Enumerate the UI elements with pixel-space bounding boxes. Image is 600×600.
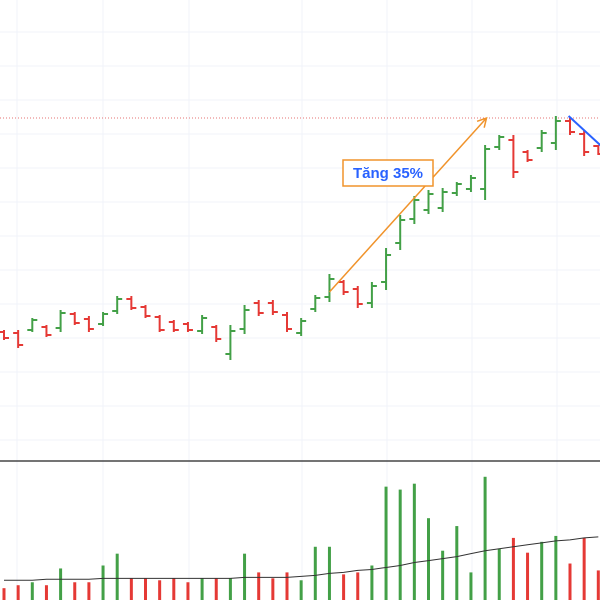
ohlc-bar: [451, 182, 462, 196]
volume-bar: [129, 578, 133, 600]
ohlc-bar: [409, 196, 420, 224]
ohlc-bar: [395, 215, 406, 250]
volume-bar: [455, 526, 459, 600]
ohlc-bar: [126, 296, 137, 310]
volume-bar: [469, 572, 473, 600]
volume-bar: [441, 550, 445, 600]
volume-bar: [228, 578, 232, 600]
volume-bar: [384, 486, 388, 600]
volume-bar: [73, 582, 77, 600]
ohlc-bar: [593, 145, 600, 155]
volume-bar: [299, 580, 303, 600]
ohlc-bar: [253, 300, 264, 316]
ohlc-bar: [565, 118, 575, 135]
annotation-box: [342, 159, 434, 187]
volume-bar: [285, 572, 289, 600]
ohlc-bar: [310, 295, 321, 312]
ohlc-bar: [423, 190, 434, 214]
volume-bar: [511, 537, 515, 600]
volume-bar: [526, 552, 530, 600]
ohlc-bar: [98, 312, 109, 326]
volume-bar: [313, 546, 317, 600]
ohlc-bar: [550, 116, 561, 150]
ohlc-bar: [112, 296, 123, 314]
volume-bar: [30, 582, 34, 600]
ohlc-bar: [55, 310, 66, 332]
volume-bar: [412, 483, 416, 600]
volume-bar: [158, 580, 162, 600]
trend-line: [567, 115, 600, 147]
annotation-label: Tăng 35%: [353, 165, 423, 182]
volume-bar: [370, 565, 374, 600]
volume-bar: [554, 535, 558, 600]
volume-bar: [101, 565, 105, 600]
ohlc-bar: [437, 188, 448, 212]
volume-bar: [398, 489, 402, 600]
ohlc-bar: [579, 130, 590, 156]
volume-bar: [59, 568, 63, 600]
volume-bar: [172, 578, 176, 600]
ohlc-bar: [69, 312, 80, 325]
volume-bar: [568, 563, 572, 600]
volume-ma-line: [4, 536, 599, 581]
ohlc-bar: [338, 280, 349, 295]
ohlc-bar: [508, 135, 519, 178]
ohlc-bar: [522, 150, 533, 162]
volume-bar: [356, 572, 360, 600]
ohlc-bar: [168, 320, 179, 332]
ohlc-bar: [536, 130, 547, 152]
ohlc-bar: [267, 300, 278, 315]
volume-bar: [2, 588, 6, 600]
ohlc-bar: [352, 286, 363, 308]
volume-bar: [200, 578, 204, 600]
ohlc-bar: [494, 135, 505, 150]
volume-bar: [582, 537, 586, 600]
volume-bar: [16, 585, 20, 600]
volume-bar: [257, 572, 261, 600]
ohlc-bar: [324, 274, 335, 302]
arrow-head: [476, 116, 488, 128]
volume-bar: [44, 585, 48, 600]
ohlc-bar: [225, 325, 236, 360]
volume-bar: [483, 476, 487, 600]
ohlc-bar: [13, 330, 24, 348]
ohlc-bar: [211, 325, 222, 342]
volume-bar: [427, 518, 430, 600]
volume-bar: [596, 570, 600, 600]
ohlc-bar: [27, 318, 38, 332]
ohlc-bar: [0, 330, 9, 340]
volume-bar: [540, 541, 544, 600]
volume-bar: [214, 578, 218, 600]
arrow-line: [328, 117, 488, 293]
volume-bar: [497, 548, 501, 600]
ohlc-bar: [239, 305, 250, 334]
volume-bar: [115, 553, 119, 600]
ohlc-bar: [154, 315, 165, 332]
volume-bar: [186, 582, 190, 600]
volume-bar: [271, 578, 275, 600]
ohlc-bar: [83, 316, 94, 332]
ohlc-bar: [140, 305, 151, 318]
ohlc-bar: [465, 175, 476, 192]
ohlc-bar: [197, 315, 208, 334]
ohlc-bar: [480, 145, 491, 200]
volume-bar: [144, 578, 147, 600]
ohlc-bar: [366, 282, 377, 308]
ohlc-bar: [182, 322, 193, 332]
ohlc-bar: [41, 325, 52, 337]
ohlc-bar: [381, 248, 392, 290]
ohlc-bar: [296, 318, 307, 336]
ohlc-bar: [282, 312, 292, 332]
volume-bar: [87, 582, 91, 600]
volume-bar: [342, 574, 346, 600]
